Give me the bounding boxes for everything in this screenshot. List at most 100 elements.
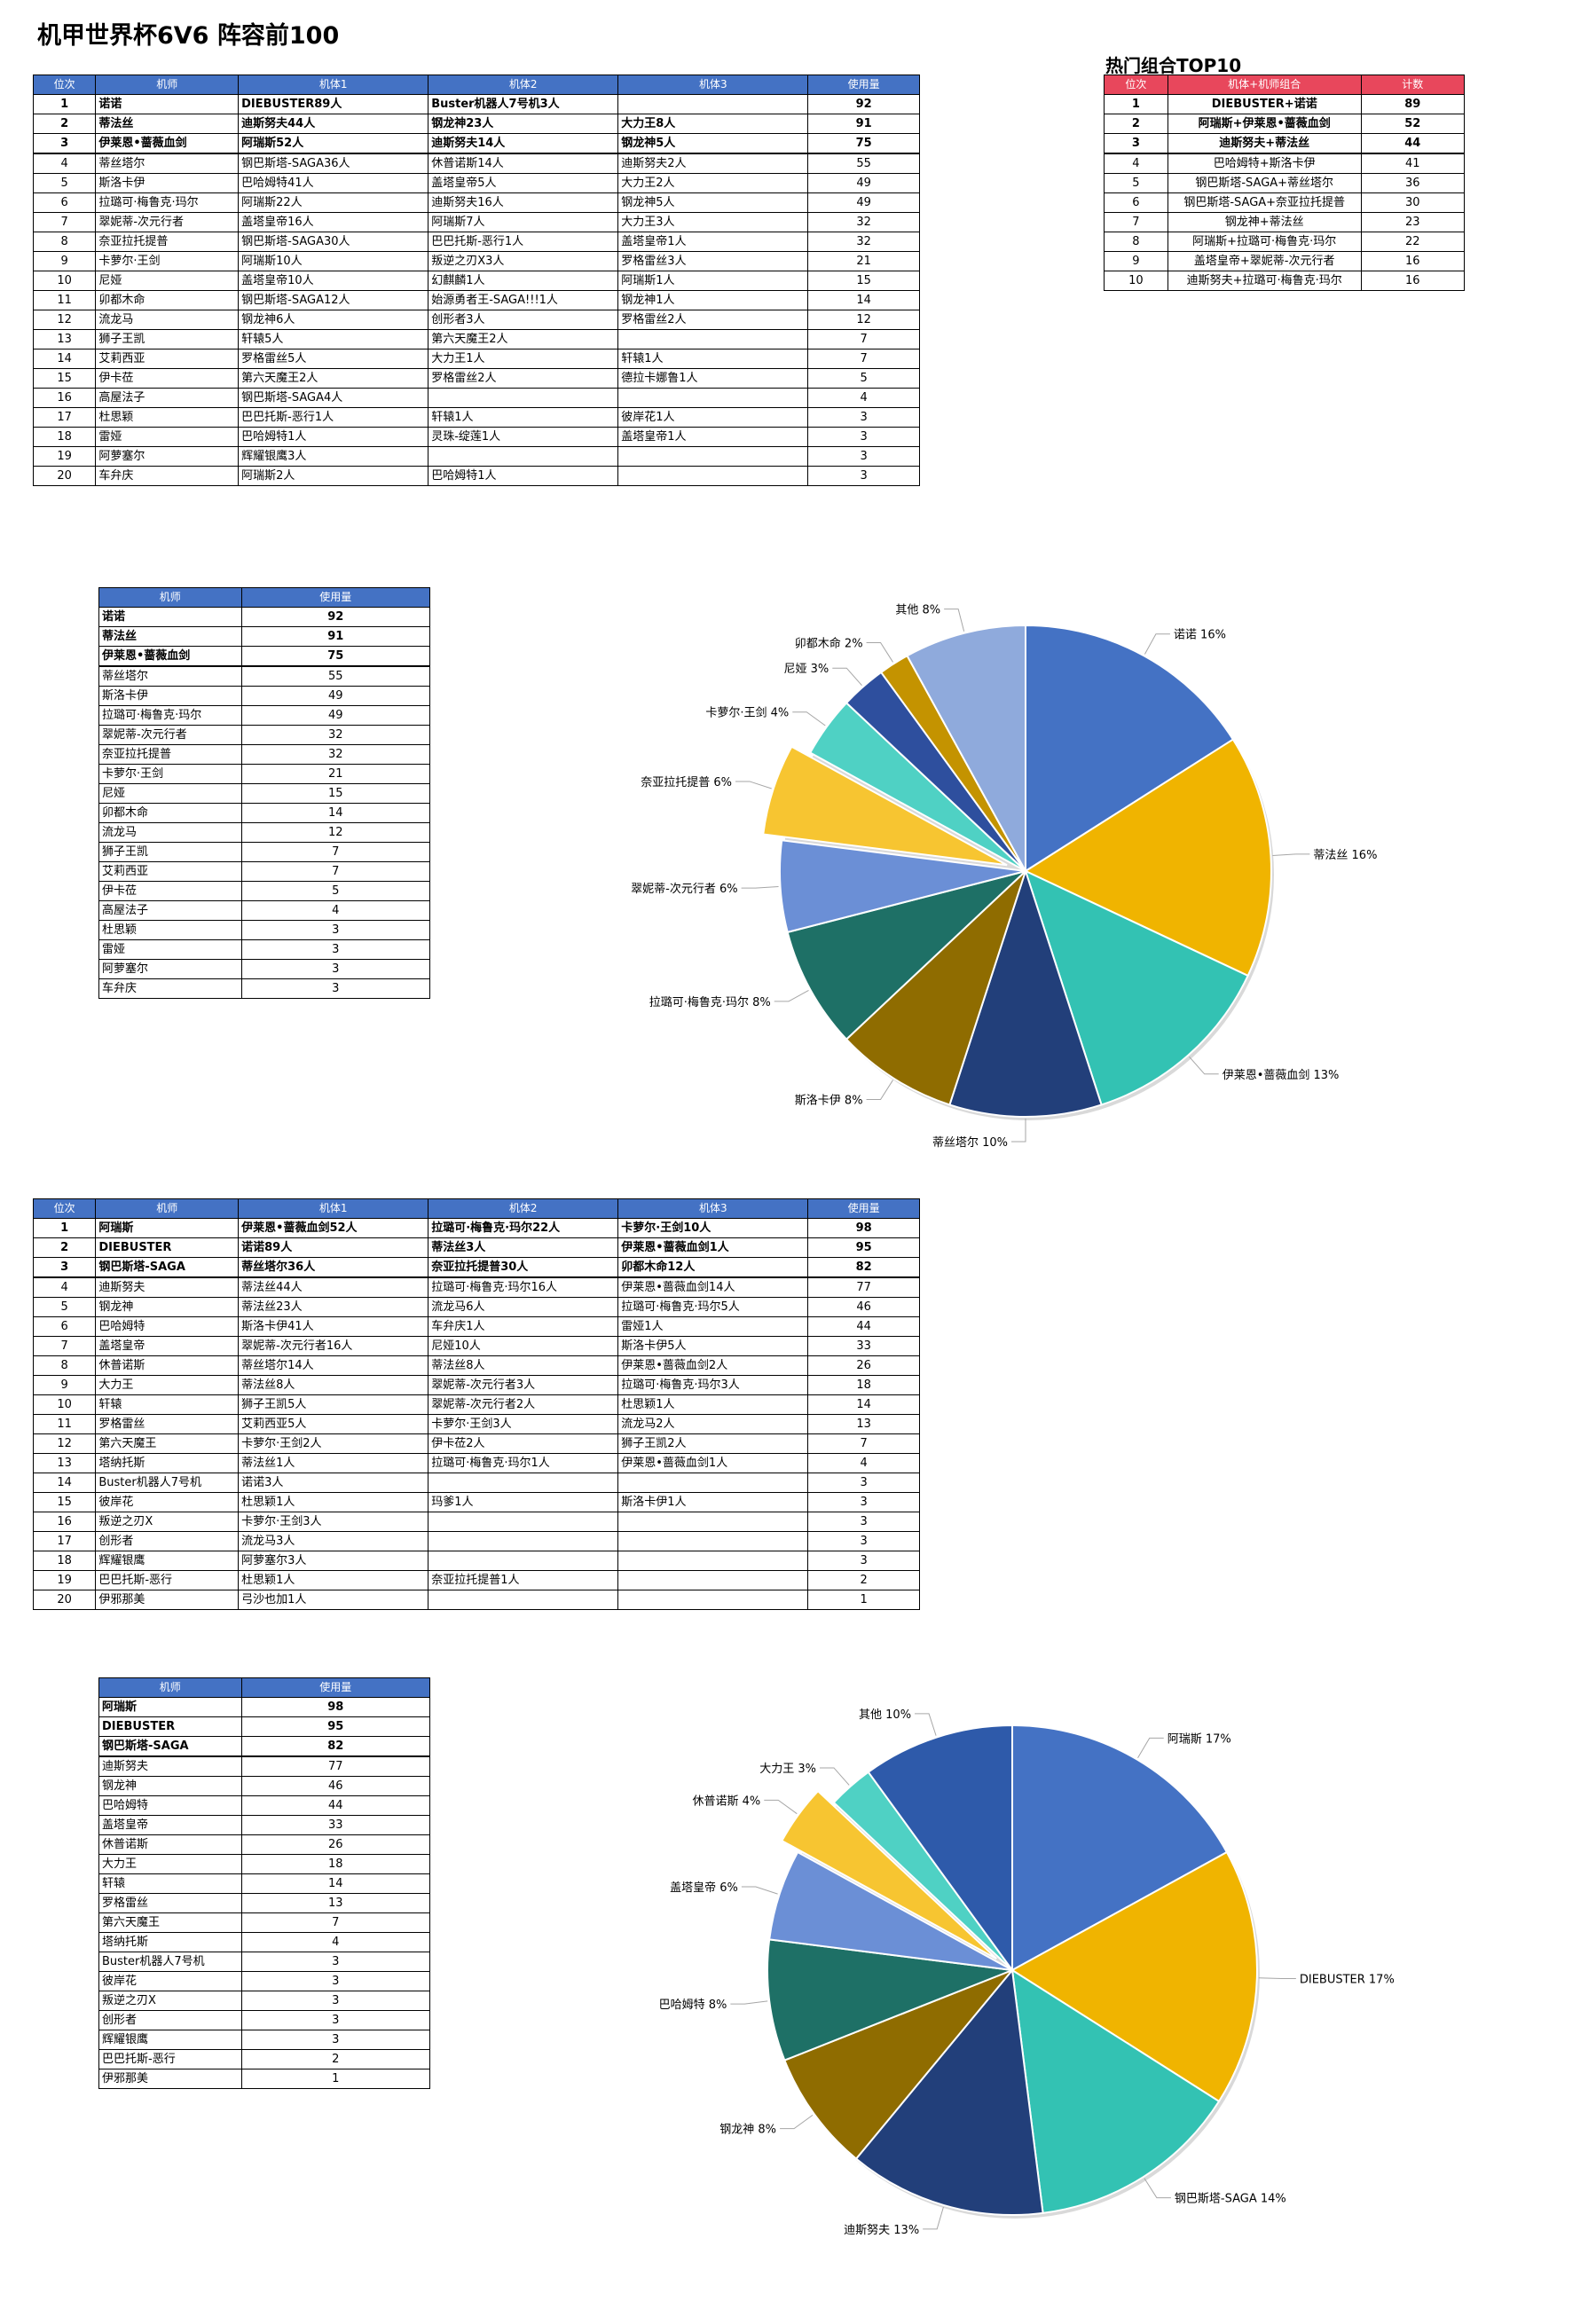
table-header-row: 位次 机体+机师组合 计数 bbox=[1104, 75, 1466, 95]
table-cell: 盖塔皇帝+翠妮蒂-次元行者 bbox=[1167, 251, 1362, 271]
table-cell: 52 bbox=[1360, 114, 1466, 134]
table-cell: 蒂法丝 bbox=[98, 626, 242, 647]
pie-slice-label: 钢龙神 8% bbox=[719, 2124, 776, 2137]
table-row: 3 伊莱恩•蔷薇血剑 阿瑞斯52人 迪斯努夫14人 钢龙神5人 75 bbox=[32, 133, 920, 154]
table-cell: 弓沙也加1人 bbox=[238, 1590, 429, 1610]
pie-slice-label: 大力王 3% bbox=[759, 1763, 816, 1776]
table-cell: 蒂法丝8人 bbox=[238, 1375, 429, 1395]
table-cell: 车弁庆 bbox=[98, 978, 242, 999]
table-cell: 钢巴斯塔-SAGA+蒂丝塔尔 bbox=[1167, 173, 1362, 193]
column-header: 机师 bbox=[98, 587, 242, 608]
table-cell: 车弁庆 bbox=[95, 466, 240, 486]
table-cell: 高屋法子 bbox=[95, 388, 240, 408]
table-cell: 罗格雷丝2人 bbox=[617, 310, 809, 330]
table-cell: 蒂法丝44人 bbox=[238, 1276, 429, 1298]
table-cell: 辉耀银鹰 bbox=[98, 2030, 242, 2050]
pie-slice bbox=[867, 1724, 1013, 1974]
table-cell: 75 bbox=[240, 646, 431, 667]
table-cell: 艾莉西亚5人 bbox=[238, 1414, 429, 1434]
pie-slice-label: 迪斯努夫 13% bbox=[844, 2224, 919, 2237]
table-cell: 44 bbox=[1360, 133, 1466, 154]
pie-slice bbox=[767, 1938, 1013, 2062]
pie-slice-label: 伊莱恩•蔷薇血剑 13% bbox=[1223, 1068, 1340, 1082]
table-cell: 13 bbox=[32, 329, 97, 349]
table-cell: 阿萝塞尔 bbox=[95, 446, 240, 467]
table-cell: 阿瑞斯 bbox=[95, 1218, 240, 1238]
table-cell: 2 bbox=[32, 1237, 97, 1258]
table-row: 20 伊邪那美 弓沙也加1人 1 bbox=[32, 1590, 920, 1610]
pie-leader-line bbox=[764, 1799, 798, 1815]
pie-slice-label: 钢巴斯塔-SAGA 14% bbox=[1175, 2193, 1286, 2206]
pie-leader-line bbox=[1144, 633, 1170, 655]
pilot-usage-table: 机师 使用量 诺诺 92 蒂法丝 91 伊莱恩•蔷薇血剑 75 蒂丝塔尔 55 斯洛卡伊 49 拉璐可·… bbox=[98, 587, 431, 999]
table-cell: DIEBUSTER bbox=[98, 1716, 242, 1737]
table-cell: 2 bbox=[1104, 114, 1168, 134]
table-cell: 大力王1人 bbox=[428, 349, 619, 369]
column-header: 机体+机师组合 bbox=[1167, 75, 1362, 95]
table-cell: 钢巴斯塔-SAGA36人 bbox=[238, 153, 429, 174]
table-row: 5 钢龙神 蒂法丝23人 流龙马6人 拉璐可·梅鲁克·玛尔5人 46 bbox=[32, 1297, 920, 1317]
table-row: 18 辉耀银鹰 阿萝塞尔3人 3 bbox=[32, 1551, 920, 1571]
pie-slice bbox=[783, 1969, 1013, 2161]
table-cell: 盖塔皇帝1人 bbox=[617, 232, 809, 252]
table-row: 20 车弁庆 阿瑞斯2人 巴哈姆特1人 3 bbox=[32, 466, 920, 486]
pie-leader-line bbox=[923, 2206, 944, 2230]
table-cell: 流龙马2人 bbox=[617, 1414, 809, 1434]
table-row: 拉璐可·梅鲁克·玛尔 49 bbox=[98, 705, 431, 726]
pie-slice bbox=[1023, 738, 1272, 978]
table-row: 9 大力王 蒂法丝8人 翠妮蒂-次元行者3人 拉璐可·梅鲁克·玛尔3人 18 bbox=[32, 1375, 920, 1395]
table-cell: 3 bbox=[240, 978, 431, 999]
table-cell: 18 bbox=[32, 427, 97, 447]
table-cell: 钢巴斯塔-SAGA bbox=[98, 1736, 242, 1757]
table-cell: 伊邪那美 bbox=[95, 1590, 240, 1610]
table-cell: 翠妮蒂-次元行者2人 bbox=[428, 1394, 619, 1415]
table-cell: 巴巴托斯-恶行1人 bbox=[238, 407, 429, 428]
table-row: 4 迪斯努夫 蒂法丝44人 拉璐可·梅鲁克·玛尔16人 伊莱恩•蔷薇血剑14人 77 bbox=[32, 1276, 920, 1298]
table-row: 狮子王凯 7 bbox=[98, 842, 431, 862]
table-cell: 16 bbox=[1360, 251, 1466, 271]
table-cell: 16 bbox=[1360, 271, 1466, 291]
pie-slice-label: 诺诺 16% bbox=[1174, 629, 1226, 642]
table-cell: 蒂法丝 bbox=[95, 114, 240, 134]
pie-leader-line bbox=[1144, 2178, 1171, 2199]
table-cell: 伊莱恩•蔷薇血剑 bbox=[98, 646, 242, 667]
column-header: 机师 bbox=[95, 1198, 240, 1219]
table-cell: 伊莱恩•蔷薇血剑 bbox=[95, 133, 240, 154]
table-row: 13 塔纳托斯 蒂法丝1人 拉璐可·梅鲁克·玛尔1人 伊莱恩•蔷薇血剑1人 4 bbox=[32, 1453, 920, 1473]
table-cell: 翠妮蒂-次元行者16人 bbox=[238, 1336, 429, 1356]
table-header-row: 机师 使用量 bbox=[98, 587, 431, 608]
table-row: 5 斯洛卡伊 巴哈姆特41人 盖塔皇帝5人 大力王2人 49 bbox=[32, 173, 920, 193]
table-row: 10 尼娅 盖塔皇帝10人 幻麒麟1人 阿瑞斯1人 15 bbox=[32, 271, 920, 291]
table-cell: 95 bbox=[807, 1237, 920, 1258]
pie-slice bbox=[948, 868, 1103, 1118]
pie-slice-label: 其他 10% bbox=[859, 1708, 911, 1722]
page-title: 机甲世界杯6V6 阵容前100 bbox=[37, 22, 340, 50]
table-cell: 奈亚拉托提普 bbox=[95, 232, 240, 252]
table-row: 高屋法子 4 bbox=[98, 900, 431, 921]
table-cell: 蒂法丝3人 bbox=[428, 1237, 619, 1258]
table-cell: 迪斯努夫14人 bbox=[428, 133, 619, 154]
pie-leader-line bbox=[741, 1886, 778, 1895]
column-header: 计数 bbox=[1360, 75, 1466, 95]
pie-leader-line bbox=[832, 667, 862, 687]
pie-slice bbox=[768, 1850, 1013, 1971]
table-row: 翠妮蒂-次元行者 32 bbox=[98, 725, 431, 745]
table-cell: 巴哈姆特41人 bbox=[238, 173, 429, 193]
table-row: 巴巴托斯-恶行 2 bbox=[98, 2049, 431, 2069]
table-header-row: 位次 机师 机体1 机体2 机体3 使用量 bbox=[32, 75, 920, 95]
table-cell: 95 bbox=[240, 1716, 431, 1737]
pie-leader-line bbox=[735, 781, 772, 789]
table-cell: 罗格雷丝3人 bbox=[617, 251, 809, 271]
table-row: 尼娅 15 bbox=[98, 783, 431, 804]
table-row: 3 迪斯努夫+蒂法丝 44 bbox=[1104, 133, 1466, 154]
pie-slice-label: 盖塔皇帝 6% bbox=[670, 1881, 738, 1895]
pie-leader-line bbox=[1258, 1977, 1296, 1980]
table-row: 5 钢巴斯塔-SAGA+蒂丝塔尔 36 bbox=[1104, 173, 1466, 193]
table-cell: 49 bbox=[807, 173, 920, 193]
mech-table: 位次 机师 机体1 机体2 机体3 使用量 1 阿瑞斯 伊莱恩•蔷薇血剑52人 拉璐可·梅鲁克·玛… bbox=[32, 1198, 920, 1610]
column-header: 机体2 bbox=[428, 1198, 619, 1219]
table-cell: 车弁庆1人 bbox=[428, 1316, 619, 1337]
table-cell: 2 bbox=[32, 114, 97, 134]
table-cell: 91 bbox=[807, 114, 920, 134]
table-row: DIEBUSTER 95 bbox=[98, 1716, 431, 1737]
